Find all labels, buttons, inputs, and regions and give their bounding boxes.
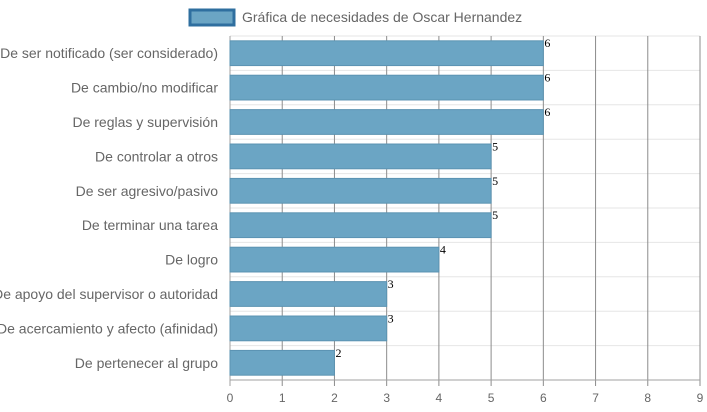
data-label: 4 [440, 243, 446, 257]
category-label: De ser agresivo/pasivo [76, 183, 219, 199]
bar[interactable] [229, 212, 492, 239]
category-label: De acercamiento y afecto (afinidad) [0, 320, 218, 336]
x-tick-label: 8 [644, 391, 651, 405]
bar[interactable] [229, 246, 440, 273]
bar[interactable] [229, 143, 492, 170]
data-label: 5 [492, 174, 498, 188]
data-label: 3 [388, 311, 394, 325]
x-tick-label: 3 [383, 391, 390, 405]
bar[interactable] [229, 349, 335, 376]
legend-label[interactable]: Gráfica de necesidades de Oscar Hernande… [242, 9, 522, 25]
x-tick-label: 0 [227, 391, 234, 405]
legend[interactable]: Gráfica de necesidades de Oscar Hernande… [188, 8, 522, 27]
data-label: 3 [388, 277, 394, 291]
category-label: De controlar a otros [95, 148, 218, 164]
category-label: De logro [165, 252, 218, 268]
x-tick-label: 5 [488, 391, 495, 405]
bar[interactable] [229, 74, 544, 101]
category-label: De pertenecer al grupo [75, 355, 218, 371]
data-label: 6 [544, 36, 550, 50]
x-tick-label: 1 [279, 391, 286, 405]
data-label: 5 [492, 139, 498, 153]
bar[interactable] [229, 315, 388, 342]
category-label: De apoyo del supervisor o autoridad [0, 286, 218, 302]
x-tick-label: 6 [540, 391, 547, 405]
bars [229, 40, 544, 376]
category-labels: De ser notificado (ser considerado) De ca… [0, 45, 218, 371]
category-label: De terminar una tarea [82, 217, 218, 233]
x-tick-label: 7 [592, 391, 599, 405]
data-label: 2 [335, 346, 341, 360]
bar[interactable] [229, 281, 388, 307]
data-label: 5 [492, 208, 498, 222]
category-label: De cambio/no modificar [71, 80, 218, 96]
bar[interactable] [229, 40, 544, 67]
x-tick-label: 2 [331, 391, 338, 405]
bar[interactable] [229, 177, 492, 204]
bar[interactable] [229, 109, 544, 135]
data-label: 6 [544, 71, 550, 85]
data-label: 6 [544, 105, 550, 119]
x-tick-label: 4 [436, 391, 443, 405]
category-label: De ser notificado (ser considerado) [0, 45, 218, 61]
data-labels: 6 6 6 5 5 5 4 3 3 2 [335, 36, 550, 360]
x-tick-label: 9 [697, 391, 704, 405]
category-label: De reglas y supervisión [72, 114, 218, 130]
x-tick-labels: 0 1 2 3 4 5 6 7 8 9 [227, 391, 704, 405]
legend-swatch[interactable] [188, 8, 236, 27]
